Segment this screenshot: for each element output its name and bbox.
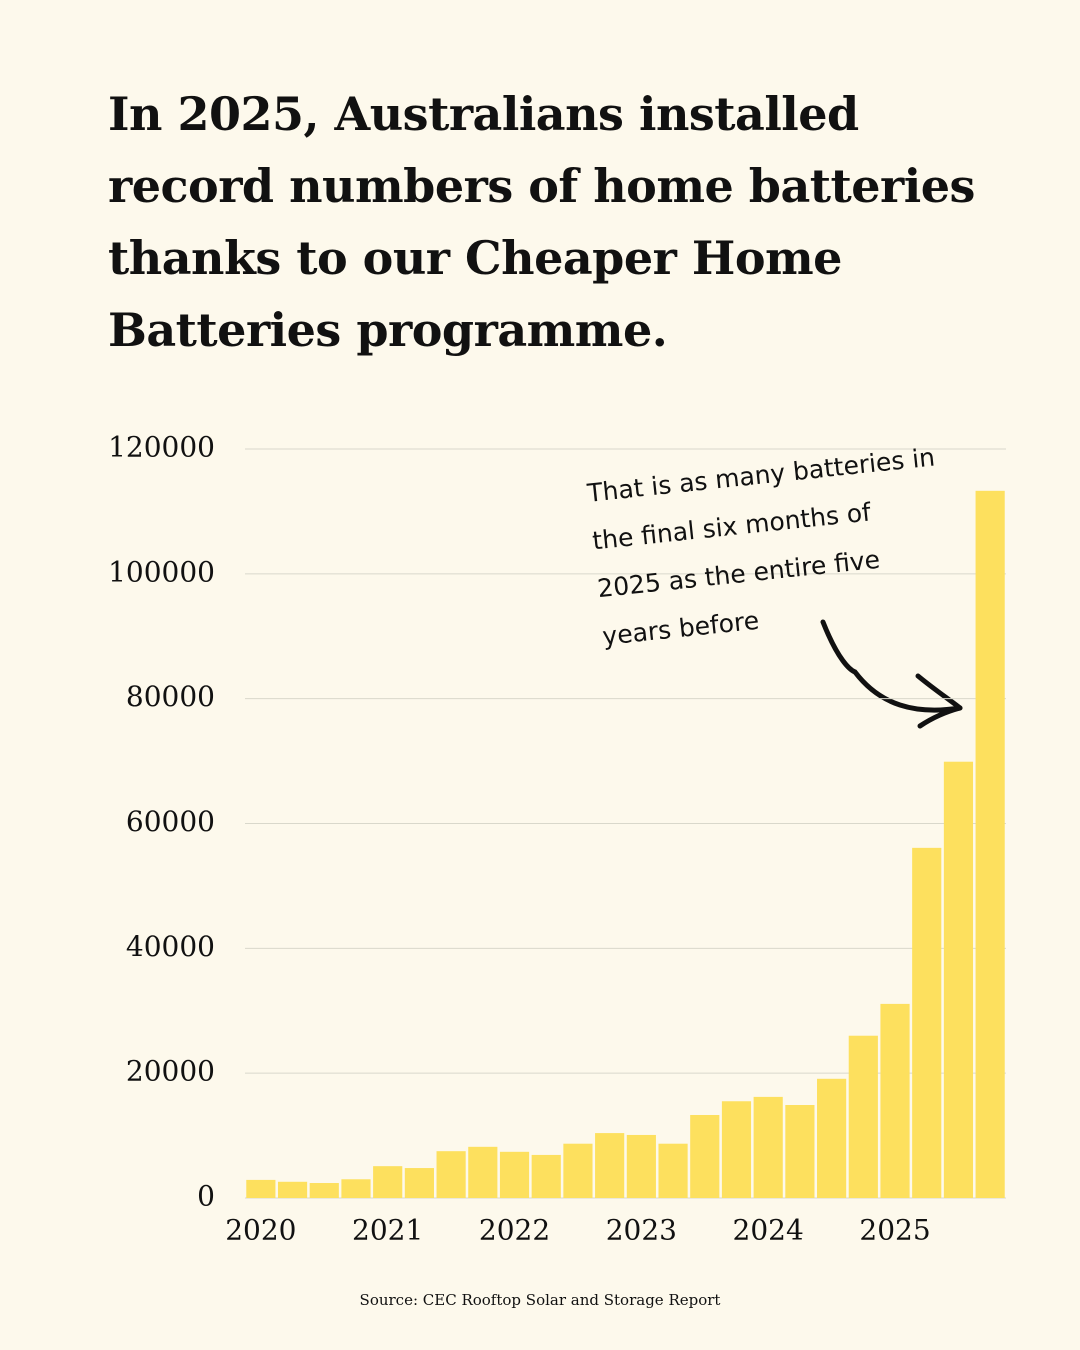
arrow [820,619,963,713]
bar [975,490,1005,1198]
bar [404,1168,434,1198]
bar [848,1035,878,1198]
bar [309,1183,339,1198]
bar [658,1143,688,1198]
bar [468,1146,498,1198]
y-tick-label: 20000 [126,1055,215,1088]
bar [341,1179,371,1198]
bar [277,1181,308,1198]
x-tick-label: 2025 [859,1214,930,1247]
bar [595,1133,625,1198]
bar [721,1101,752,1198]
y-tick-label: 0 [197,1180,215,1213]
bar [943,761,974,1198]
bar [246,1179,276,1198]
bar [626,1134,656,1198]
bar [912,847,942,1198]
y-tick-label: 60000 [126,805,215,838]
source: Source: CEC Rooftop Solar and Storage Re… [360,1291,721,1309]
bar [373,1166,403,1198]
bar [690,1114,720,1198]
y-tick-label: 100000 [108,555,215,588]
x-tick-label: 2021 [352,1214,423,1247]
x-tick-label: 2020 [225,1214,296,1247]
bar [531,1154,561,1198]
x-tick-label: 2024 [733,1214,804,1247]
bar [817,1078,847,1198]
bar [436,1151,466,1198]
annotation: That is as many batteries in the final s… [585,442,937,652]
bar [880,1003,910,1198]
bar [785,1104,815,1198]
bar [753,1096,783,1198]
bar [499,1151,530,1198]
x-tick-label: 2022 [479,1214,550,1247]
y-tick-label: 120000 [108,431,215,464]
chart-title: In 2025, Australians installed record nu… [108,87,975,357]
arrow-head [915,673,963,729]
y-tick-label: 80000 [126,680,215,713]
y-tick-label: 40000 [126,930,215,963]
bar [563,1143,593,1198]
x-tick-label: 2023 [606,1214,677,1247]
